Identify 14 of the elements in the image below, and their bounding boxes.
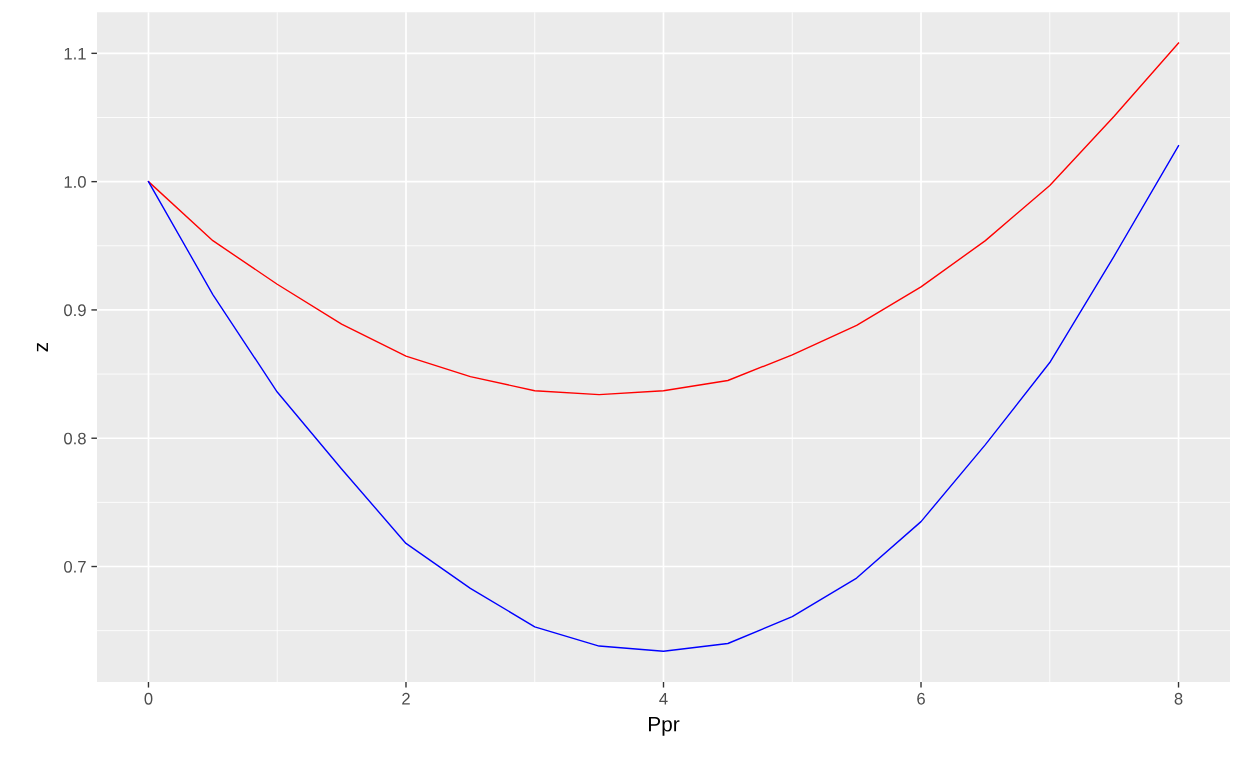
y-tick-label: 1.0 bbox=[64, 176, 86, 188]
y-tick-label: 0.7 bbox=[64, 560, 86, 573]
y-tick-label: 0.9 bbox=[64, 304, 86, 317]
y-tick-label: 1.1 bbox=[64, 47, 86, 60]
y-axis-title: z bbox=[36, 342, 48, 352]
x-tick-label: 6 bbox=[917, 692, 925, 705]
line-series bbox=[147, 42, 1180, 396]
x-tick-label: 8 bbox=[1174, 692, 1183, 705]
x-tick-label: 4 bbox=[659, 693, 668, 705]
line-series bbox=[147, 145, 1180, 652]
x-tick-label: 0 bbox=[144, 692, 153, 705]
x-axis-title: Ppr bbox=[649, 717, 680, 736]
y-tick-label: 0.8 bbox=[64, 432, 86, 445]
x-tick-label: 2 bbox=[402, 692, 410, 705]
